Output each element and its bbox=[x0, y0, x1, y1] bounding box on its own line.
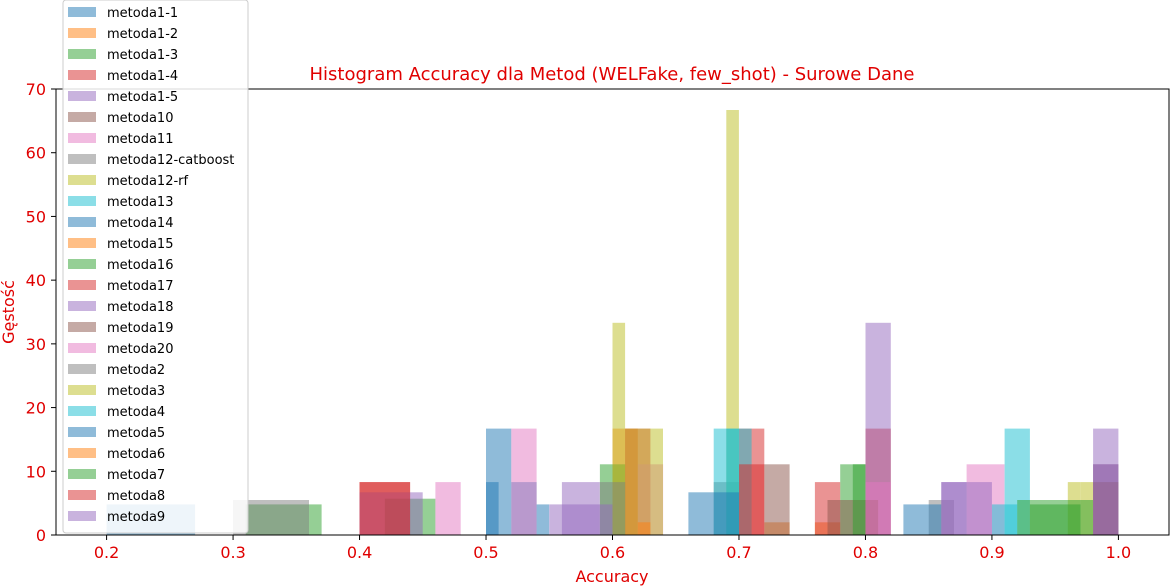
legend-label-metoda1-2: metoda1-2 bbox=[107, 27, 178, 42]
x-tick-label: 0.9 bbox=[979, 543, 1004, 562]
legend-swatch-metoda18 bbox=[68, 301, 96, 311]
bar-metoda5-1 bbox=[688, 492, 739, 535]
legend-label-metoda11: metoda11 bbox=[107, 132, 173, 147]
x-tick-label: 1.0 bbox=[1106, 543, 1131, 562]
x-tick-label: 0.5 bbox=[473, 543, 498, 562]
y-tick-label: 10 bbox=[26, 462, 46, 481]
histogram-bars bbox=[106, 110, 1119, 535]
x-tick-label: 0.8 bbox=[853, 543, 878, 562]
y-tick-label: 40 bbox=[26, 271, 46, 290]
legend-label-metoda15: metoda15 bbox=[107, 237, 173, 252]
bar-metoda12-rf-1 bbox=[625, 428, 651, 535]
legend-swatch-metoda13 bbox=[68, 196, 96, 206]
legend-swatch-metoda12-catboost bbox=[68, 154, 96, 164]
legend-label-metoda6: metoda6 bbox=[107, 447, 165, 462]
legend-label-metoda1-5: metoda1-5 bbox=[107, 90, 178, 105]
legend-label-metoda1-3: metoda1-3 bbox=[107, 48, 178, 63]
legend-label-metoda12-catboost: metoda12-catboost bbox=[107, 153, 234, 168]
bar-metoda7-1 bbox=[852, 464, 866, 535]
legend-swatch-metoda9 bbox=[68, 511, 96, 521]
y-tick-label: 50 bbox=[26, 207, 46, 226]
legend-label-metoda16: metoda16 bbox=[107, 258, 173, 273]
x-tick-label: 0.6 bbox=[600, 543, 625, 562]
y-tick-label: 30 bbox=[26, 335, 46, 354]
legend-box bbox=[62, 0, 249, 534]
bar-metoda4-1 bbox=[991, 504, 1018, 535]
legend-label-metoda7: metoda7 bbox=[107, 468, 165, 483]
x-tick-label: 0.4 bbox=[347, 543, 372, 562]
legend-swatch-metoda19 bbox=[68, 322, 96, 332]
legend-swatch-metoda10 bbox=[68, 112, 96, 122]
bar-metoda11-0 bbox=[511, 428, 537, 535]
bar-metoda10-0 bbox=[764, 464, 790, 535]
legend-label-metoda14: metoda14 bbox=[107, 216, 173, 231]
bar-metoda20-1 bbox=[865, 482, 891, 535]
x-axis: 0.2 0.3 0.4 0.5 0.6 0.7 0.8 0.9 1.0 bbox=[94, 535, 1131, 562]
legend-label-metoda19: metoda19 bbox=[107, 321, 173, 336]
bar-metoda12-rf-0 bbox=[612, 322, 626, 535]
legend-swatch-metoda15 bbox=[68, 238, 96, 248]
y-tick-label: 60 bbox=[26, 144, 46, 163]
legend-label-metoda3: metoda3 bbox=[107, 384, 165, 399]
bar-metoda14-1 bbox=[486, 482, 499, 535]
y-axis-title: Gęstość bbox=[0, 280, 18, 344]
legend-swatch-metoda1-4 bbox=[68, 70, 96, 80]
legend-label-metoda17: metoda17 bbox=[107, 279, 173, 294]
bar-metoda20-0 bbox=[435, 482, 461, 535]
y-tick-label: 0 bbox=[36, 526, 46, 545]
legend-swatch-metoda6 bbox=[68, 448, 96, 458]
legend-label-metoda1-1: metoda1-1 bbox=[107, 6, 178, 21]
legend-swatch-metoda1-2 bbox=[68, 28, 96, 38]
legend-label-metoda1-4: metoda1-4 bbox=[107, 69, 178, 84]
legend-swatch-metoda14 bbox=[68, 217, 96, 227]
legend-swatch-metoda1-1 bbox=[68, 7, 96, 17]
legend-swatch-metoda20 bbox=[68, 343, 96, 353]
bar-metoda6-0 bbox=[637, 522, 651, 535]
bar-metoda5-2 bbox=[903, 504, 942, 535]
legend-label-metoda9: metoda9 bbox=[107, 510, 165, 525]
bar-metoda9-2 bbox=[1093, 464, 1119, 535]
y-tick-label: 70 bbox=[26, 80, 46, 99]
chart-title: Histogram Accuracy dla Metod (WELFake, f… bbox=[310, 64, 915, 85]
legend-swatch-metoda5 bbox=[68, 427, 96, 437]
bar-metoda8-1 bbox=[359, 482, 411, 535]
bar-metoda7-0 bbox=[1017, 500, 1094, 535]
legend-label-metoda4: metoda4 bbox=[107, 405, 165, 420]
legend-swatch-metoda1-5 bbox=[68, 91, 96, 101]
x-axis-title: Accuracy bbox=[575, 567, 648, 586]
legend-label-metoda12-rf: metoda12-rf bbox=[107, 174, 189, 189]
legend-label-metoda20: metoda20 bbox=[107, 342, 173, 357]
legend-label-metoda10: metoda10 bbox=[107, 111, 173, 126]
legend-swatch-metoda17 bbox=[68, 280, 96, 290]
bar-metoda8-0 bbox=[739, 464, 765, 535]
legend-swatch-metoda11 bbox=[68, 133, 96, 143]
bar-metoda9-1 bbox=[941, 482, 992, 535]
bar-metoda3-0 bbox=[650, 428, 663, 535]
y-tick-label: 20 bbox=[26, 399, 46, 418]
y-axis: 0 10 20 30 40 50 60 70 bbox=[26, 80, 56, 545]
x-tick-label: 0.2 bbox=[94, 543, 119, 562]
x-tick-label: 0.3 bbox=[220, 543, 245, 562]
x-tick-label: 0.7 bbox=[726, 543, 751, 562]
legend-label-metoda5: metoda5 bbox=[107, 426, 165, 441]
legend-swatch-metoda7 bbox=[68, 469, 96, 479]
legend: metoda1-1 metoda1-2 metoda1-3 metoda1-4 meto… bbox=[62, 0, 249, 534]
bar-metoda9-0 bbox=[549, 504, 613, 535]
legend-swatch-metoda16 bbox=[68, 259, 96, 269]
legend-label-metoda13: metoda13 bbox=[107, 195, 173, 210]
legend-swatch-metoda4 bbox=[68, 406, 96, 416]
legend-swatch-metoda3 bbox=[68, 385, 96, 395]
legend-swatch-metoda2 bbox=[68, 364, 96, 374]
bar-metoda5-0 bbox=[536, 504, 550, 535]
legend-label-metoda18: metoda18 bbox=[107, 300, 173, 315]
legend-swatch-metoda8 bbox=[68, 490, 96, 500]
legend-label-metoda2: metoda2 bbox=[107, 363, 165, 378]
legend-swatch-metoda12-rf bbox=[68, 175, 96, 185]
legend-swatch-metoda1-3 bbox=[68, 49, 96, 59]
legend-label-metoda8: metoda8 bbox=[107, 489, 165, 504]
